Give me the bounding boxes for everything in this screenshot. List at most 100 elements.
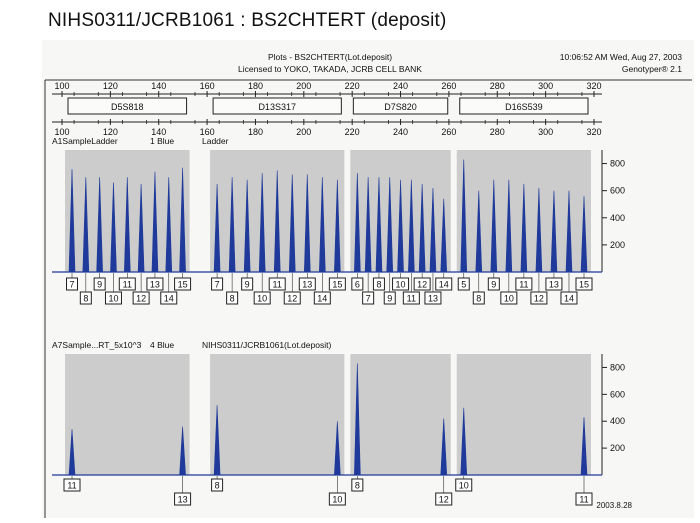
allele-label-box (104, 291, 122, 305)
allele-label-box (351, 478, 364, 492)
ruler-tick-label: 320 (586, 81, 601, 91)
allele-label-box (383, 291, 396, 305)
peak-d5s818-allele-7 (68, 168, 76, 273)
allele-label: 7 (69, 280, 74, 290)
allele-label-box (372, 277, 385, 291)
locus-box (352, 97, 449, 115)
ruler-tick-label: 200 (296, 127, 311, 137)
allele-label-box (160, 291, 178, 305)
panel-dye-label: 4 Blue (150, 340, 174, 350)
peak-d7s820-allele-11 (408, 179, 415, 273)
peak-d16s539-allele-10 (460, 407, 468, 476)
allele-label: 9 (97, 280, 102, 290)
peak-d5s818-allele-9 (96, 177, 103, 273)
allele-label-box (413, 277, 431, 291)
allele-label-box (455, 478, 473, 492)
locus-bin-shade (210, 354, 345, 475)
peak-d7s820-allele-8 (375, 177, 383, 273)
allele-label-box (253, 291, 271, 305)
allele-label: 15 (579, 280, 589, 290)
peak-d5s818-allele-11 (123, 177, 131, 273)
peak-d5s818-allele-13 (179, 426, 186, 476)
timestamp: 10:06:52 AM Wed, Aug 27, 2003 (560, 52, 683, 62)
allele-label-box (328, 277, 346, 291)
peak-d13s317-allele-11 (273, 170, 281, 273)
locus-bin-shade (350, 354, 451, 475)
date-stamp: 2003.8.28 (596, 501, 632, 510)
allele-label: 12 (534, 294, 544, 304)
allele-label-box (328, 492, 346, 506)
peak-d7s820-allele-13 (429, 187, 437, 273)
allele-label-box (362, 291, 375, 305)
y-axis-tick-label: 400 (610, 416, 625, 426)
peak-d7s820-allele-10 (397, 179, 404, 273)
ruler-tick-label: 140 (151, 81, 166, 91)
allele-label: 13 (428, 294, 438, 304)
allele-label: 9 (387, 294, 392, 304)
y-axis-tick-label: 200 (610, 240, 625, 250)
peak-d7s820-allele-12 (440, 418, 448, 476)
electropherogram-chart: Plots - BS2CHTERT(Lot.deposit) Licensed … (44, 52, 692, 518)
allele-label-box (472, 291, 485, 305)
peak-d16s539-allele-10 (505, 179, 513, 273)
ruler-tick-label: 240 (393, 81, 408, 91)
allele-label: 5 (461, 280, 466, 290)
allele-label-box (298, 277, 316, 291)
allele-label: 6 (355, 280, 360, 290)
allele-label-box (241, 277, 254, 291)
allele-label-box (268, 277, 286, 291)
peak-d16s539-allele-8 (475, 190, 483, 273)
panel-extra-label: NIHS0311/JCRB1061(Lot.deposit) (202, 340, 331, 350)
y-axis-tick-label: 600 (610, 389, 625, 399)
ruler-tick-label: 160 (200, 127, 215, 137)
allele-label: 12 (439, 495, 449, 505)
locus-box (459, 97, 589, 115)
allele-label-box (435, 492, 453, 506)
locus-name: D13S317 (258, 102, 296, 112)
software-label: Genotyper® 2.1 (622, 64, 682, 74)
allele-label: 8 (476, 294, 481, 304)
allele-label-box (487, 277, 500, 291)
peak-d13s317-allele-10 (258, 173, 266, 273)
ruler-tick-label: 120 (103, 81, 118, 91)
ruler-tick-label: 100 (54, 127, 69, 137)
allele-label: 11 (519, 280, 528, 290)
page-title: NIHS0311/JCRB1061 : BS2CHTERT (deposit) (48, 10, 447, 31)
y-axis-tick-label: 800 (610, 362, 625, 372)
allele-label-box (435, 277, 453, 291)
peak-d16s539-allele-15 (580, 196, 588, 273)
allele-label: 13 (302, 280, 312, 290)
ruler-tick-label: 260 (441, 81, 456, 91)
locus-box (67, 97, 188, 115)
allele-label: 13 (178, 495, 188, 505)
y-axis-tick-label: 800 (610, 159, 625, 169)
peak-d13s317-allele-14 (319, 177, 326, 273)
allele-label: 11 (67, 481, 76, 491)
allele-label-box (132, 291, 150, 305)
allele-label: 11 (407, 294, 416, 304)
allele-label-box (575, 277, 593, 291)
panel-extra-label: Ladder (202, 136, 229, 146)
allele-label-box (174, 492, 192, 506)
allele-label-box (313, 291, 331, 305)
ruler-tick-label: 220 (345, 81, 360, 91)
ruler-tick-label: 320 (586, 127, 601, 137)
peak-d16s539-allele-9 (490, 179, 498, 273)
peak-d7s820-allele-14 (440, 198, 448, 273)
ruler-tick-label: 100 (54, 81, 69, 91)
allele-label-box (66, 277, 78, 291)
panel-sample-label: A7Sample...RT_5x10^3 (52, 340, 142, 350)
allele-label-box (226, 291, 239, 305)
allele-label-box (560, 291, 578, 305)
allele-label: 13 (150, 280, 160, 290)
allele-label: 14 (317, 294, 327, 304)
allele-label: 12 (287, 294, 297, 304)
allele-label: 10 (396, 280, 406, 290)
peak-d5s818-allele-13 (151, 171, 159, 273)
allele-label: 11 (123, 280, 132, 290)
peak-d13s317-allele-8 (213, 405, 221, 476)
allele-label: 8 (376, 280, 381, 290)
peak-d5s818-allele-10 (110, 182, 117, 273)
allele-label-box (500, 291, 518, 305)
allele-label: 12 (136, 294, 146, 304)
